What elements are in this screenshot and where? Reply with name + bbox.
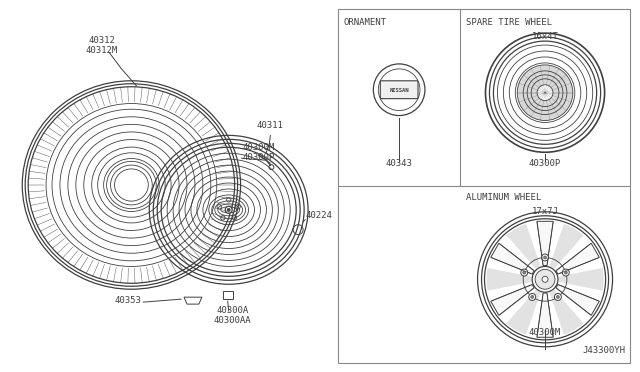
Text: 40300A: 40300A	[216, 306, 249, 315]
Circle shape	[556, 295, 559, 298]
Bar	[338, 9, 630, 363]
Polygon shape	[556, 285, 599, 315]
Polygon shape	[550, 290, 584, 335]
Polygon shape	[537, 293, 553, 337]
Circle shape	[563, 269, 570, 276]
Text: 40300P: 40300P	[529, 159, 561, 168]
Polygon shape	[556, 243, 599, 274]
Circle shape	[541, 254, 548, 261]
Circle shape	[531, 295, 534, 298]
Polygon shape	[537, 221, 553, 266]
FancyBboxPatch shape	[380, 81, 418, 99]
Text: 40312: 40312	[88, 36, 115, 45]
Circle shape	[537, 85, 553, 101]
Circle shape	[543, 256, 547, 259]
Text: 16x4T: 16x4T	[532, 32, 559, 41]
Text: 40300M: 40300M	[243, 143, 275, 152]
Circle shape	[535, 269, 555, 289]
Circle shape	[542, 276, 548, 282]
Polygon shape	[506, 224, 541, 269]
Polygon shape	[550, 224, 584, 269]
Circle shape	[227, 208, 230, 211]
Circle shape	[529, 294, 536, 301]
Text: 40224: 40224	[305, 211, 332, 220]
Circle shape	[517, 65, 573, 121]
Text: 40300AA: 40300AA	[214, 316, 252, 325]
Polygon shape	[491, 285, 534, 315]
Text: 17x7J: 17x7J	[532, 207, 559, 216]
Text: J43300YH: J43300YH	[582, 346, 626, 355]
Polygon shape	[491, 243, 534, 274]
Text: 40353: 40353	[115, 296, 141, 305]
Circle shape	[564, 271, 567, 274]
Text: 40300M: 40300M	[529, 328, 561, 337]
Polygon shape	[486, 268, 531, 291]
Polygon shape	[559, 268, 604, 291]
Circle shape	[554, 294, 561, 301]
Text: NISSAN: NISSAN	[389, 88, 409, 93]
Text: 40343: 40343	[386, 159, 413, 168]
Circle shape	[532, 266, 558, 292]
Circle shape	[521, 269, 528, 276]
Circle shape	[225, 206, 232, 213]
Text: 40300P: 40300P	[243, 153, 275, 162]
Polygon shape	[506, 290, 541, 335]
Text: ORNAMENT: ORNAMENT	[344, 18, 387, 27]
Text: SPARE TIRE WHEEL: SPARE TIRE WHEEL	[467, 18, 552, 27]
Circle shape	[523, 271, 526, 274]
Text: 40311: 40311	[257, 121, 284, 131]
Text: ALUMINUM WHEEL: ALUMINUM WHEEL	[467, 193, 541, 202]
Text: 40312M: 40312M	[86, 46, 118, 55]
